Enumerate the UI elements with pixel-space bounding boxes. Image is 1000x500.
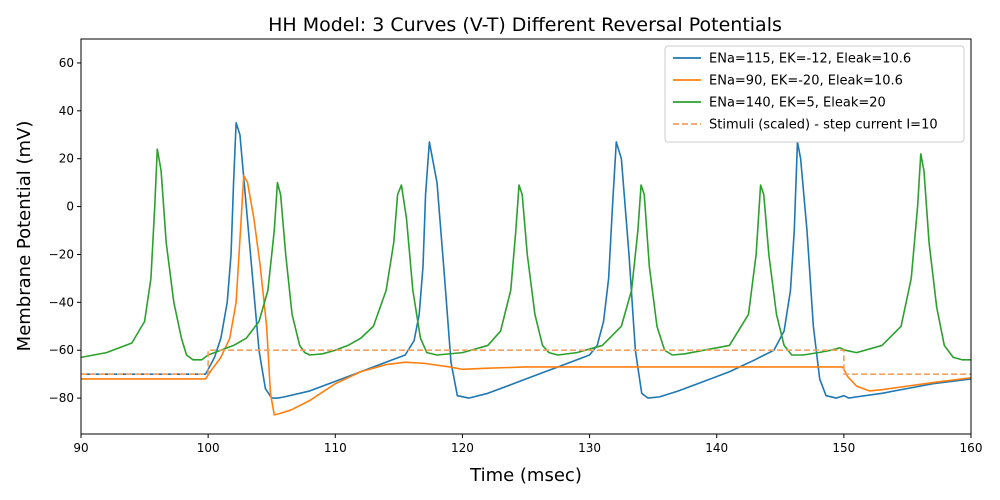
axes-frame	[80, 38, 972, 435]
legend: ENa=115, EK=-12, Eleak=10.6 ENa=90, EK=-2…	[664, 45, 965, 143]
series-line-3	[81, 148, 971, 361]
y-axis-label: Membrane Potential (mV)	[14, 121, 35, 352]
x-tick-label: 150	[832, 441, 855, 455]
y-axis: −80 −60 −40 −20 0 20 40 60	[49, 56, 81, 405]
series-line-4	[81, 349, 971, 375]
y-tick-label: 60	[59, 56, 74, 70]
x-tick-label: 90	[73, 441, 88, 455]
y-tick-label: −80	[49, 391, 74, 405]
chart-title: HH Model: 3 Curves (V-T) Different Rever…	[268, 14, 782, 36]
series-group	[81, 121, 971, 416]
x-tick-label: 110	[324, 441, 347, 455]
legend-label: ENa=140, EK=5, Eleak=20	[709, 96, 886, 111]
legend-label: ENa=90, EK=-20, Eleak=10.6	[709, 74, 903, 89]
y-tick-label: 0	[66, 200, 74, 214]
y-tick-label: 40	[59, 104, 74, 118]
x-tick-label: 160	[960, 441, 983, 455]
y-tick-label: −40	[49, 295, 74, 309]
y-tick-label: 20	[59, 152, 74, 166]
y-tick-label: −20	[49, 247, 74, 261]
x-axis: 90 100 110 120 130 140 150 160	[73, 434, 982, 455]
legend-label: Stimuli (scaled) - step current I=10	[709, 118, 938, 133]
x-tick-label: 140	[705, 441, 728, 455]
x-axis-label: Time (msec)	[469, 465, 582, 486]
x-tick-label: 100	[197, 441, 220, 455]
x-tick-label: 130	[578, 441, 601, 455]
legend-label: ENa=115, EK=-12, Eleak=10.6	[709, 52, 911, 67]
plot-area	[80, 38, 972, 435]
legend-box	[664, 45, 965, 143]
series-line-1	[81, 121, 971, 399]
y-tick-label: −60	[49, 343, 74, 357]
x-tick-label: 120	[451, 441, 474, 455]
